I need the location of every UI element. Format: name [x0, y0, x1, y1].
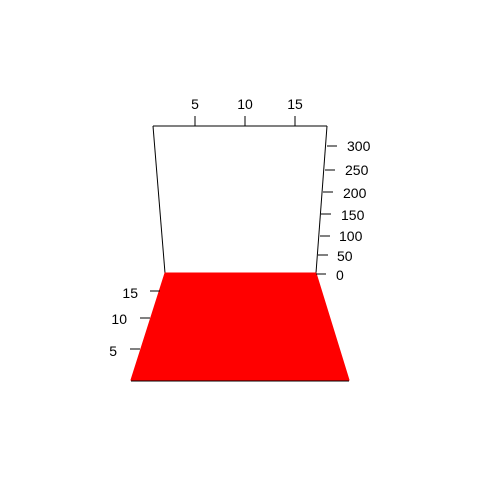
x-tick-label: 5 [191, 96, 199, 112]
z-tick-label: 250 [345, 162, 369, 178]
x-tick-label: 10 [237, 96, 253, 112]
x-tick-label: 15 [287, 96, 303, 112]
box-back-edges [152, 125, 328, 274]
surface-face [130, 272, 350, 381]
z-axis [316, 145, 337, 275]
box-edge-left [152, 125, 166, 274]
z-tick-label: 50 [337, 248, 353, 264]
z-tick-label: 150 [341, 207, 365, 223]
z-tick-label: 0 [336, 267, 344, 283]
z-tick-label: 300 [347, 138, 371, 154]
y-axis [130, 290, 160, 350]
z-tick-label: 100 [339, 228, 363, 244]
y-tick-label: 10 [111, 311, 127, 327]
z-tick-label: 200 [343, 185, 367, 201]
box-edge-right [315, 125, 328, 274]
y-tick-label: 5 [109, 343, 117, 359]
y-tick-label: 15 [122, 285, 138, 301]
x-axis [194, 116, 296, 126]
